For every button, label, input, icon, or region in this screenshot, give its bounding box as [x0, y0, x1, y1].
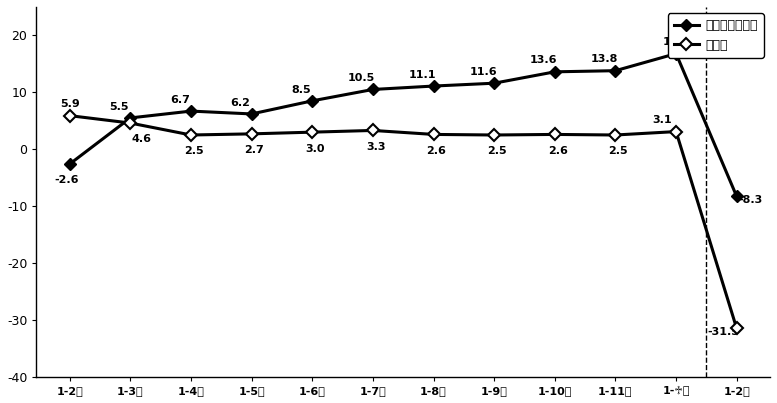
电子信息制造业 [247, 112, 256, 116]
制造业 [550, 132, 559, 137]
Text: 5.5: 5.5 [110, 102, 129, 112]
Text: -8.3: -8.3 [738, 195, 763, 206]
制造业 [368, 128, 378, 133]
电子信息制造业 [368, 87, 378, 92]
制造业 [186, 133, 196, 137]
制造业 [247, 131, 256, 136]
Text: -31.5: -31.5 [707, 328, 739, 337]
Text: 5.9: 5.9 [60, 99, 79, 109]
Text: 3.1: 3.1 [653, 115, 672, 125]
制造业 [429, 132, 438, 137]
Text: 13.6: 13.6 [530, 56, 557, 66]
Text: 6.2: 6.2 [231, 98, 250, 108]
Text: 13.8: 13.8 [591, 54, 618, 64]
制造业 [308, 130, 317, 135]
电子信息制造业 [671, 51, 681, 56]
电子信息制造业 [126, 116, 135, 120]
电子信息制造业 [429, 84, 438, 89]
Text: 2.7: 2.7 [245, 145, 264, 155]
电子信息制造业 [611, 68, 620, 73]
Legend: 电子信息制造业, 制造业: 电子信息制造业, 制造业 [667, 13, 764, 58]
Text: 11.6: 11.6 [469, 67, 497, 77]
Text: 3.3: 3.3 [366, 142, 385, 152]
Text: 3.0: 3.0 [305, 143, 325, 154]
Text: 4.6: 4.6 [131, 135, 152, 145]
Text: 6.7: 6.7 [170, 95, 190, 105]
制造业 [490, 133, 499, 137]
制造业 [671, 129, 681, 134]
电子信息制造业 [550, 69, 559, 74]
电子信息制造业 [308, 98, 317, 103]
Text: 2.6: 2.6 [548, 146, 567, 156]
Text: 2.5: 2.5 [487, 146, 507, 156]
Text: 2.6: 2.6 [427, 146, 446, 156]
制造业 [126, 120, 135, 125]
Text: -2.6: -2.6 [54, 175, 79, 185]
电子信息制造业 [65, 162, 75, 166]
Text: 8.5: 8.5 [291, 85, 311, 95]
Text: 2.5: 2.5 [184, 146, 204, 156]
电子信息制造业 [732, 194, 741, 199]
制造业 [611, 133, 620, 137]
Text: 10.5: 10.5 [348, 73, 375, 83]
Text: 2.5: 2.5 [608, 146, 628, 156]
制造业 [65, 113, 75, 118]
制造业 [732, 326, 741, 331]
Line: 电子信息制造业: 电子信息制造业 [65, 50, 741, 201]
Text: 11.1: 11.1 [409, 70, 436, 80]
Line: 制造业: 制造业 [65, 112, 741, 332]
电子信息制造业 [490, 81, 499, 85]
Text: 16.8: 16.8 [662, 37, 690, 47]
电子信息制造业 [186, 109, 196, 114]
